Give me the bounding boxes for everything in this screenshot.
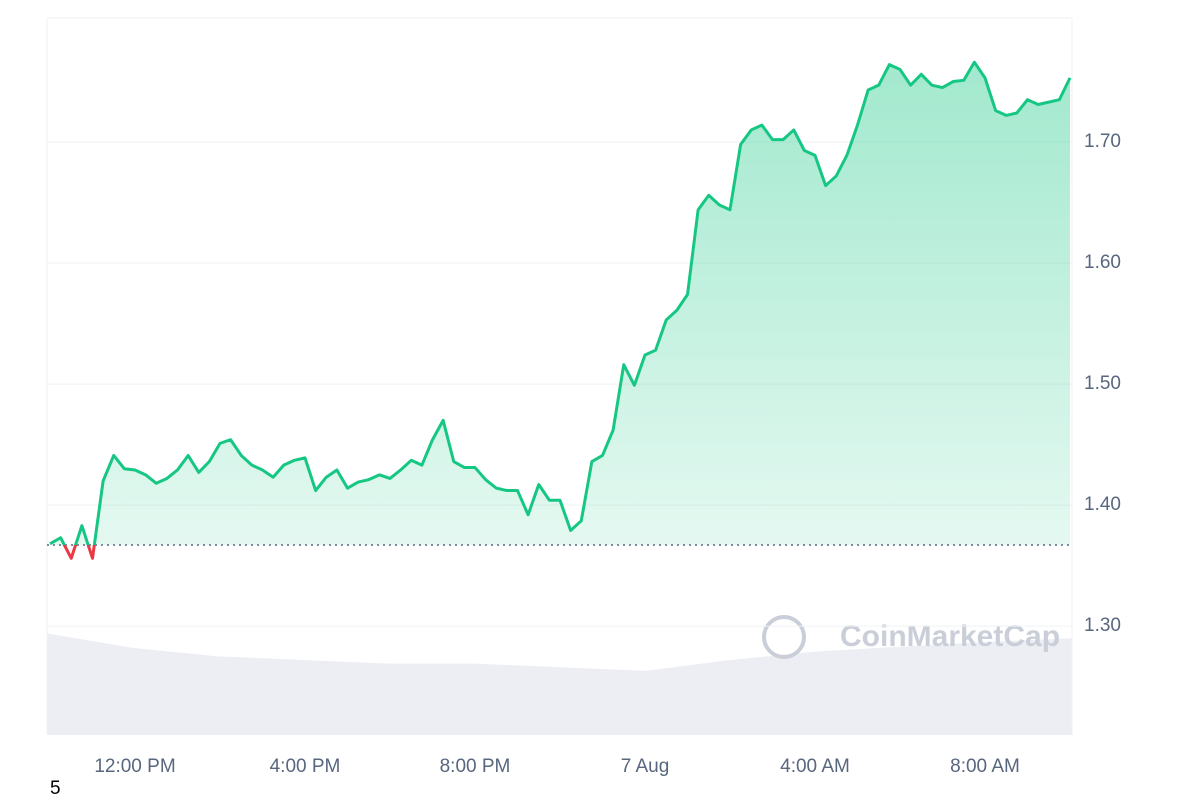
- x-tick-label: 8:00 AM: [950, 756, 1020, 777]
- y-tick-label: 1.30: [1084, 615, 1121, 636]
- x-tick-label: 7 Aug: [621, 756, 670, 777]
- x-tick-label: 4:00 PM: [270, 756, 341, 777]
- x-tick-label: 12:00 PM: [94, 756, 175, 777]
- watermark-logo: [762, 615, 806, 659]
- y-tick-label: 1.70: [1084, 131, 1121, 152]
- y-tick-label: 1.40: [1084, 494, 1121, 515]
- watermark: CoinMarketCap: [840, 620, 1060, 653]
- x-tick-label: 4:00 AM: [780, 756, 850, 777]
- volume-area: [47, 633, 1072, 735]
- footnote: 5: [50, 778, 61, 799]
- price-line: [49, 60, 1072, 546]
- y-tick-label: 1.50: [1084, 373, 1121, 394]
- price-area: [50, 62, 1070, 546]
- y-tick-label: 1.60: [1084, 252, 1121, 273]
- x-tick-label: 8:00 PM: [440, 756, 511, 777]
